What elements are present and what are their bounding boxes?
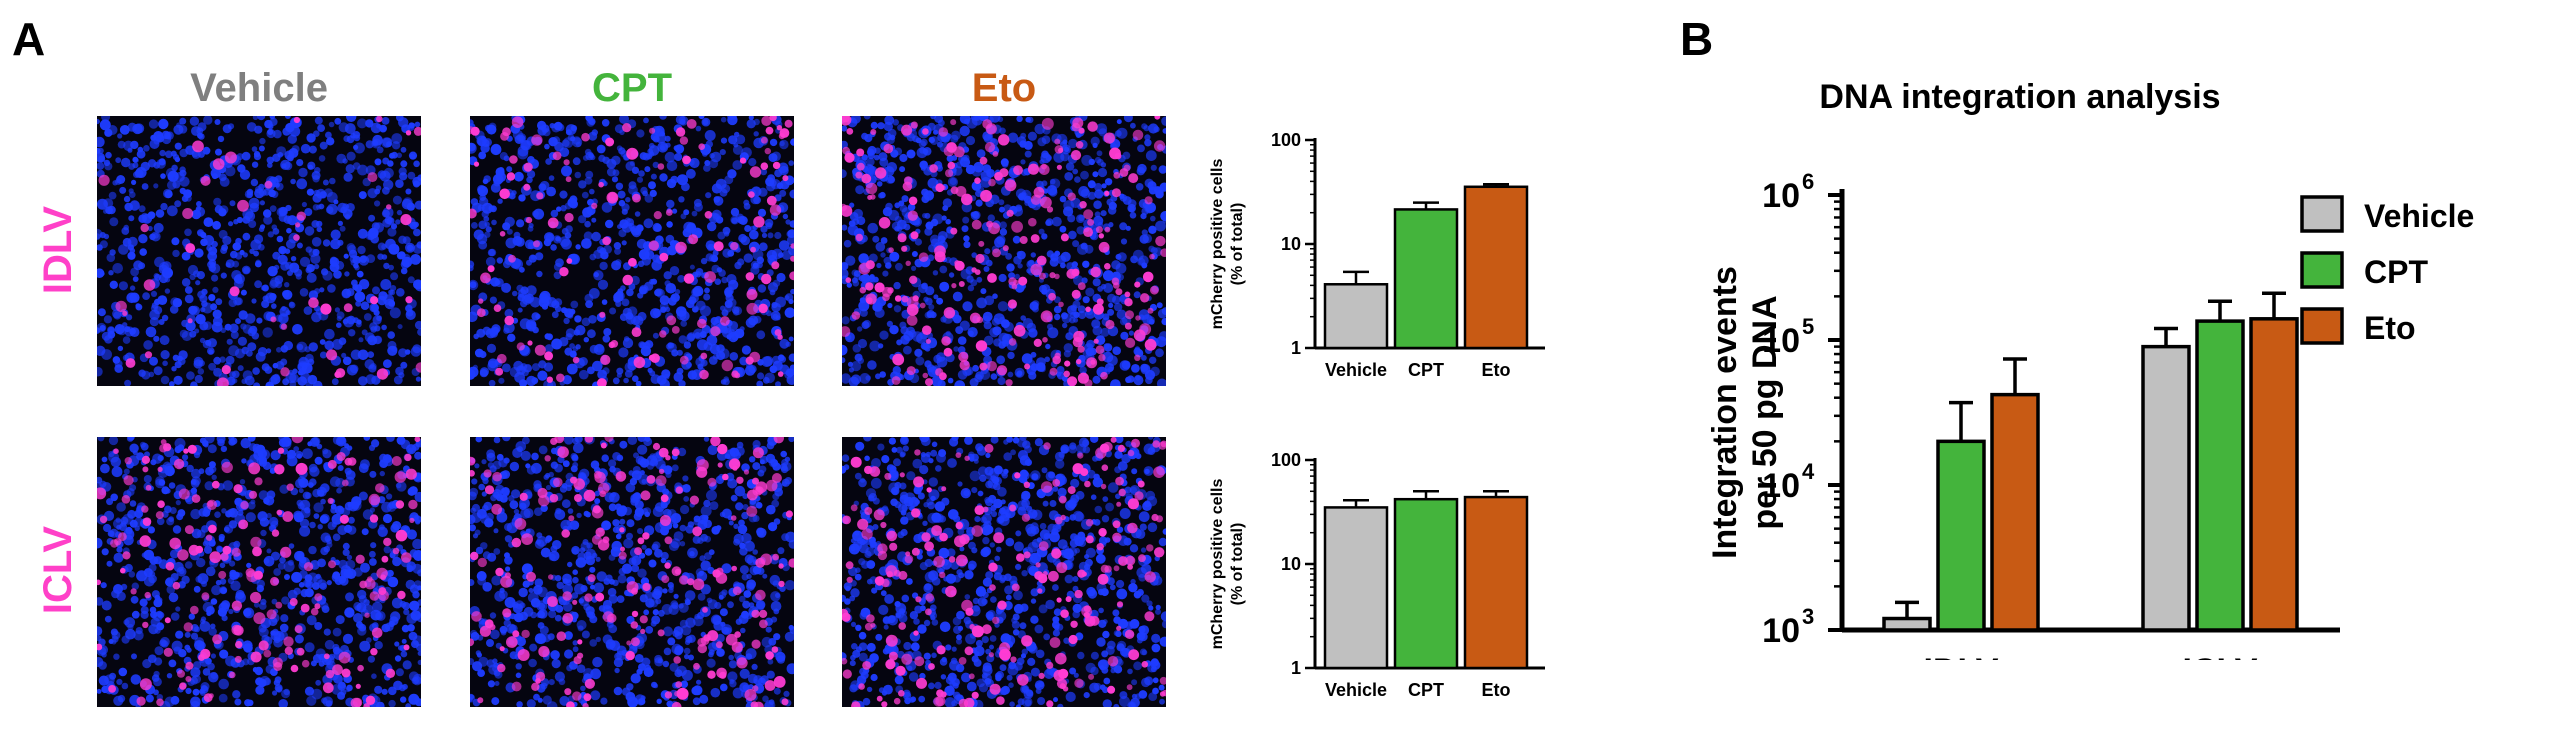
micrograph-iclv-eto xyxy=(842,437,1166,707)
chart-title: DNA integration analysis xyxy=(1819,78,2220,116)
row-label-idlv: IDLV xyxy=(36,205,80,295)
panel-b-letter: B xyxy=(1680,13,1714,65)
y-axis-title: mCherry positive cells (% of total) xyxy=(1209,479,1246,650)
column-title-vehicle: Vehicle xyxy=(190,66,328,110)
y-tick-label: 100 xyxy=(1271,130,1301,150)
x-tick-label: Eto xyxy=(1482,360,1511,380)
small-bar-chart-iclv: mCherry positive cells (% of total) 1 10 100… xyxy=(1209,450,1545,700)
bar-iclv-vehicle xyxy=(2141,344,2191,632)
bar-iclv-eto xyxy=(2249,317,2299,632)
y-axis-title: mCherry positive cells (% of total) xyxy=(1209,159,1246,330)
y-tick-exponent: 4 xyxy=(1802,459,1815,484)
x-tick-label: CPT xyxy=(1408,680,1444,700)
small-bar-chart-idlv: mCherry positive cells (% of total) 1 10 100… xyxy=(1209,130,1545,380)
bar-vehicle xyxy=(1323,506,1389,670)
legend-label-eto: Eto xyxy=(2364,310,2416,346)
y-tick-label: 10 xyxy=(1762,177,1800,215)
x-tick-label: Vehicle xyxy=(1325,680,1387,700)
panel-a-letter: A xyxy=(12,13,46,65)
bar-idlv-eto xyxy=(1990,392,2040,632)
micrograph-iclv-vehicle xyxy=(97,437,421,707)
bar-eto xyxy=(1463,185,1529,350)
integration-bar-chart: DNA integration analysis Integration even… xyxy=(1706,78,2474,660)
y-tick-label: 1 xyxy=(1291,338,1301,358)
bar-idlv-cpt xyxy=(1936,439,1986,632)
y-tick-label: 100 xyxy=(1271,450,1301,470)
x-tick-label: Eto xyxy=(1482,680,1511,700)
bar-iclv-cpt xyxy=(2195,319,2245,632)
y-tick-label: 10 xyxy=(1281,234,1301,254)
y-tick-label: 1 xyxy=(1291,658,1301,678)
legend-swatch-cpt xyxy=(2300,251,2344,289)
y-tick-label: 10 xyxy=(1762,322,1800,360)
y-axis-title: Integration eventsper 50 pg DNA xyxy=(1706,266,1784,559)
y-tick-exponent: 3 xyxy=(1802,604,1814,629)
x-tick-label: Vehicle xyxy=(1325,360,1387,380)
column-title-cpt: CPT xyxy=(592,66,672,110)
micrograph-idlv-eto xyxy=(842,116,1166,386)
row-label-iclv: ICLV xyxy=(36,525,80,615)
x-tick-label: ICLV xyxy=(2183,652,2258,660)
bar-cpt xyxy=(1393,208,1459,350)
legend-label-cpt: CPT xyxy=(2364,254,2428,290)
legend-swatch-eto xyxy=(2300,307,2344,345)
y-tick-exponent: 6 xyxy=(1802,169,1814,194)
column-title-eto: Eto xyxy=(971,66,1037,110)
legend-label-vehicle: Vehicle xyxy=(2364,198,2474,234)
y-tick-label: 10 xyxy=(1281,554,1301,574)
micrograph-idlv-vehicle xyxy=(97,116,421,386)
x-tick-label: IDLV xyxy=(1924,652,1999,660)
bar-vehicle xyxy=(1323,283,1389,350)
legend-swatch-vehicle xyxy=(2300,195,2344,233)
y-tick-label: 10 xyxy=(1762,467,1800,505)
bar-idlv-vehicle xyxy=(1882,616,1932,632)
x-tick-label: CPT xyxy=(1408,360,1444,380)
bar-cpt xyxy=(1393,497,1459,670)
bar-eto xyxy=(1463,495,1529,670)
y-tick-label: 10 xyxy=(1762,612,1800,650)
micrograph-idlv-cpt xyxy=(470,116,794,386)
micrograph-iclv-cpt xyxy=(470,437,794,707)
y-tick-exponent: 5 xyxy=(1802,314,1814,339)
